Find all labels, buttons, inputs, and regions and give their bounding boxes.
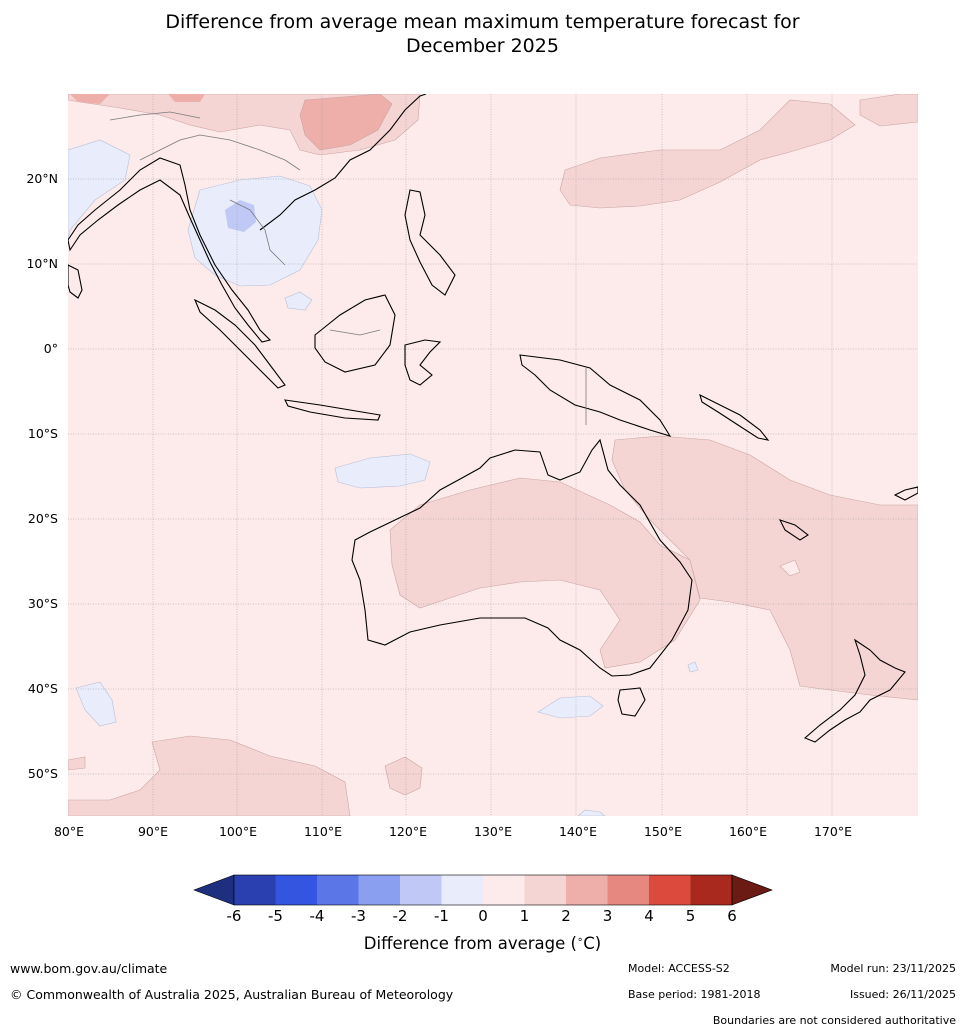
lon-label-170e: 170°E: [813, 824, 852, 839]
lon-label-90e: 90°E: [137, 824, 169, 839]
colorbar-label-text: Difference from average (: [363, 934, 577, 953]
graticule: [68, 94, 918, 816]
lat-label-50s: 50°S: [27, 766, 58, 781]
colorbar-bin: [524, 875, 566, 905]
lat-label-10n: 10°N: [26, 256, 58, 271]
anomaly-2-to-3: [299, 94, 393, 151]
colorbar-tick: -1: [434, 907, 449, 925]
anomaly-2-to-3-north-2: [168, 94, 205, 102]
solomon-islands-coast: [699, 393, 770, 441]
base-period: Base period: 1981-2018: [628, 988, 761, 1001]
australia-coast: [351, 438, 693, 677]
lat-label-0: 0°: [43, 341, 58, 356]
model-run-date: Model run: 23/11/2025: [830, 962, 956, 975]
borneo-coast: [314, 294, 396, 373]
issued-date: Issued: 26/11/2025: [849, 988, 956, 1001]
new-guinea-coast: [519, 354, 672, 437]
lat-label-20n: 20°N: [26, 171, 58, 186]
lon-label-120e: 120°E: [388, 824, 427, 839]
lon-label-100e: 100°E: [218, 824, 257, 839]
colorbar-bin: [607, 875, 649, 905]
colorbar-tick: -5: [268, 907, 283, 925]
colorbar-bin: [400, 875, 442, 905]
colorbar: [193, 874, 773, 906]
colorbar-label-degree: ∘: [576, 934, 584, 946]
china-coast: [259, 94, 427, 231]
colorbar-frame: [233, 874, 733, 906]
anomaly-minus-2-to-minus-1: [225, 200, 256, 232]
map-panel: [68, 94, 918, 816]
lat-label-10s: 10°S: [27, 426, 58, 441]
colorbar-tick: -2: [392, 907, 408, 925]
lon-label-110e: 110°E: [303, 824, 342, 839]
mainland-asia-coast: [68, 157, 272, 343]
borders: [109, 111, 587, 425]
title-line-1: Difference from average mean maximum tem…: [165, 11, 800, 33]
colorbar-bin: [483, 875, 525, 905]
colorbar-label-end: C): [583, 934, 602, 953]
philippines-coast: [404, 189, 456, 296]
fiji-coast: [893, 486, 918, 501]
map-background: [68, 94, 918, 816]
tasmania-coast: [617, 687, 646, 717]
colorbar-label: Difference from average (∘C): [0, 934, 965, 953]
website-link[interactable]: www.bom.gov.au/climate: [10, 961, 168, 976]
colorbar-extend-low: [193, 874, 235, 906]
colorbar-tick: 2: [561, 907, 571, 925]
colorbar-bin: [275, 875, 317, 905]
colorbar-tick: 6: [727, 907, 737, 925]
colorbar-bin: [441, 875, 483, 905]
title-line-2: December 2025: [406, 35, 559, 57]
lat-label-40s: 40°S: [27, 681, 58, 696]
sulawesi-coast: [404, 339, 442, 386]
boundary-disclaimer: Boundaries are not considered authoritat…: [712, 1014, 956, 1027]
colorbar-tick: 3: [602, 907, 613, 925]
colorbar-bin: [566, 875, 608, 905]
map-title: Difference from average mean maximum tem…: [0, 10, 965, 58]
colorbar-tick: 0: [478, 907, 488, 925]
new-zealand-coast: [803, 638, 906, 743]
new-caledonia-coast: [778, 519, 809, 541]
colorbar-tick: 4: [644, 907, 654, 925]
colorbar-tick: 1: [519, 907, 530, 925]
coastlines: [68, 94, 918, 743]
sri-lanka-coast: [68, 264, 83, 299]
colorbar-tick: -6: [226, 907, 242, 925]
copyright-text: © Commonwealth of Australia 2025, Austra…: [10, 987, 454, 1002]
lat-label-20s: 20°S: [27, 511, 58, 526]
lon-label-140e: 140°E: [558, 824, 597, 839]
model-name: Model: ACCESS-S2: [628, 962, 730, 975]
lon-label-130e: 130°E: [473, 824, 512, 839]
colorbar-tick: -4: [309, 907, 325, 925]
colorbar-bin: [234, 875, 276, 905]
lon-label-80e: 80°E: [53, 824, 85, 839]
lon-label-160e: 160°E: [728, 824, 767, 839]
colorbar-bin: [649, 875, 691, 905]
lon-label-150e: 150°E: [643, 824, 682, 839]
lat-label-30s: 30°S: [27, 596, 58, 611]
colorbar-bin: [690, 875, 732, 905]
java-coast: [284, 399, 381, 421]
sumatra-coast: [193, 298, 286, 389]
colorbar-bin: [317, 875, 359, 905]
anomaly-2-to-3-north: [70, 94, 110, 104]
colorbar-tick: 5: [685, 907, 696, 925]
colorbar-bin: [358, 875, 400, 905]
colorbar-tick: -3: [351, 907, 366, 925]
colorbar-extend-high: [731, 874, 773, 906]
